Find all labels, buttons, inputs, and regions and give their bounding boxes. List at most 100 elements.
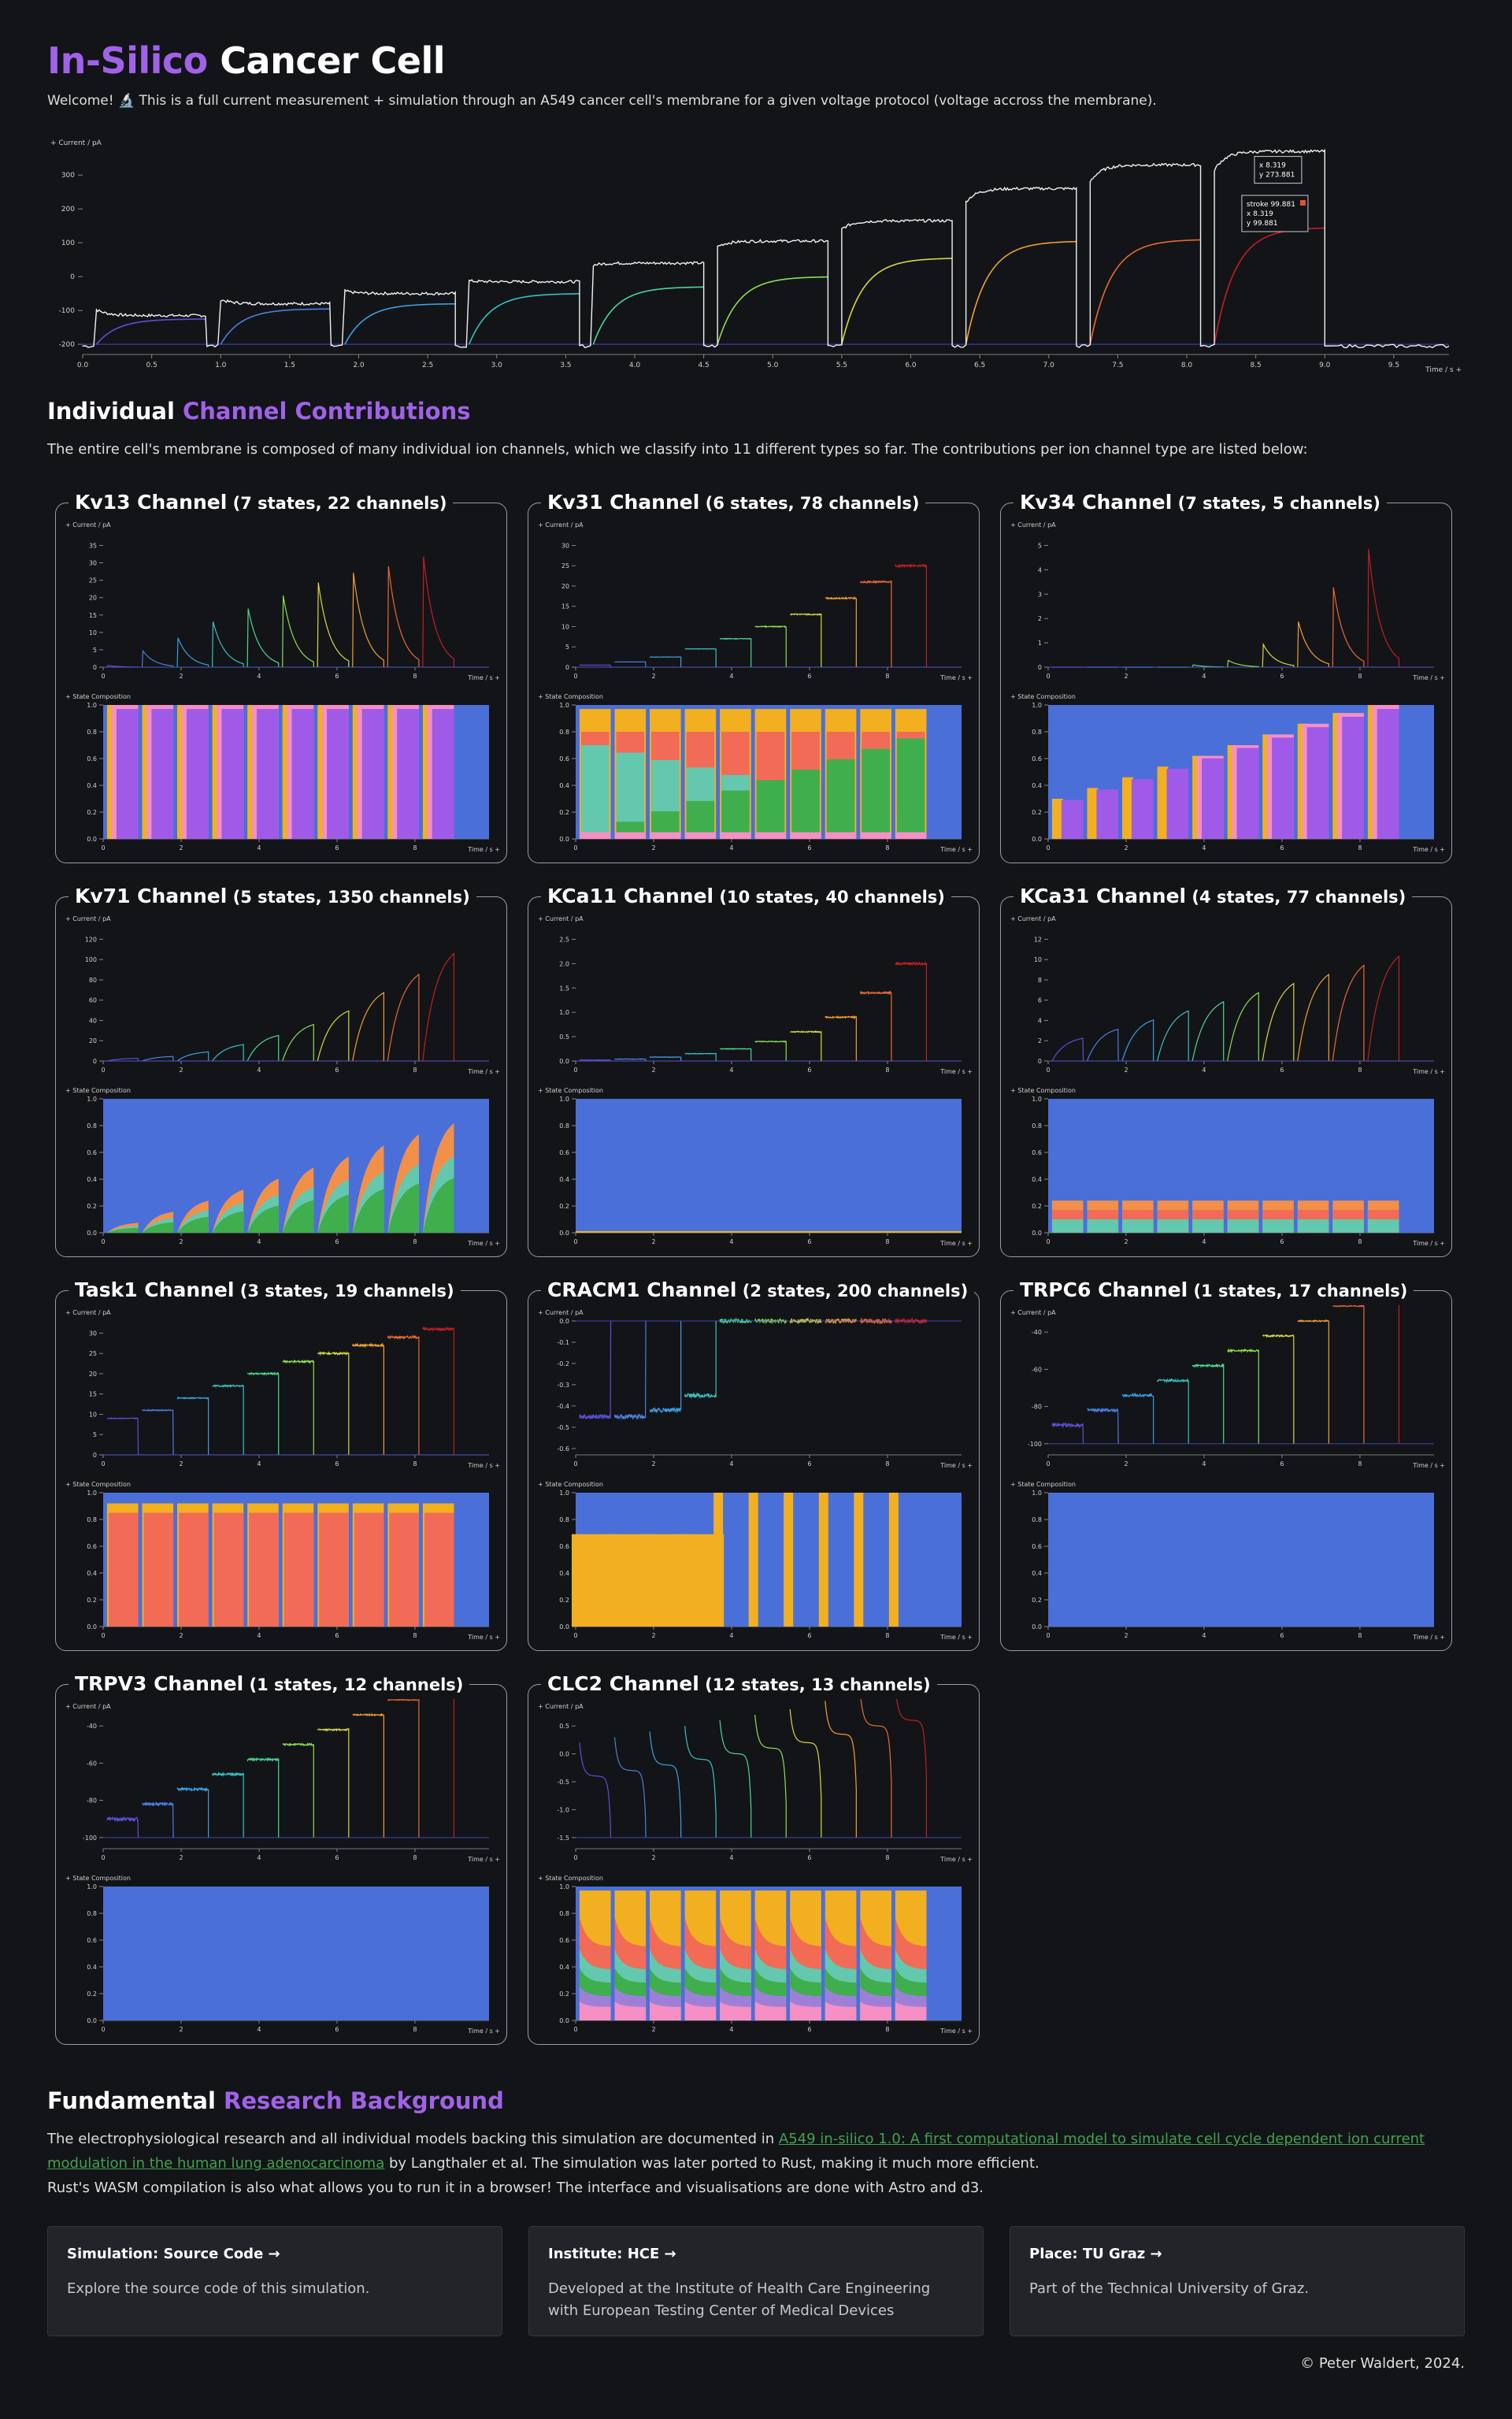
state-area — [784, 1493, 793, 1627]
current-series-line — [1368, 549, 1399, 667]
x-tick-label: 6 — [1280, 1632, 1284, 1639]
current-series-line — [1332, 588, 1364, 667]
state-area — [1048, 1493, 1434, 1627]
x-tick-label: 0 — [101, 1854, 105, 1861]
x-tick-label: 2 — [651, 844, 655, 851]
y-tick-label: 0.8 — [559, 1910, 569, 1917]
channel-state-chart[interactable]: + State Composition Time / s + 0.0 0.2 0.4 0.… — [1004, 689, 1450, 859]
x-tick-label: 8 — [885, 844, 889, 851]
channel-state-chart[interactable]: + State Composition Time / s + 0.0 0.2 0.4 0.… — [59, 1477, 505, 1646]
state-area — [1298, 1219, 1329, 1233]
channel-current-chart[interactable]: + Current / pA Time / s + 0 1 2 3 4 5 0 2 4 6 8 — [1004, 518, 1450, 687]
channel-state-chart[interactable]: + State Composition Time / s + 0.0 0.2 0.4 0.… — [532, 1871, 977, 2040]
place-card[interactable]: Place: TU Graz → Part of the Technical U… — [1010, 2226, 1465, 2336]
channel-current-chart[interactable]: + Current / pA Time / s + 0 20 40 60 80 100 120 0… — [59, 911, 505, 1081]
channel-current-chart[interactable]: + Current / pA Time / s + -100 -80 -60 -40 0 2 4… — [1004, 1305, 1450, 1475]
x-tick-label: 2 — [179, 1632, 183, 1639]
x-tick-label: 4.0 — [629, 362, 641, 369]
state-area — [614, 833, 646, 840]
info-card-desc: Part of the Technical University of Graz… — [1029, 2278, 1445, 2300]
x-tick-label: 2 — [1124, 1238, 1128, 1245]
channel-current-chart[interactable]: + Current / pA Time / s + -0.6 -0.5 -0.4 -0.3… — [532, 1305, 977, 1475]
section-channel-desc: The entire cell's membrane is composed o… — [47, 441, 1308, 458]
channel-current-chart[interactable]: + Current / pA Time / s + -100 -80 -60 -40 0 2 4… — [59, 1699, 505, 1868]
state-area — [1087, 1219, 1118, 1233]
current-series-line — [213, 621, 244, 667]
y-tick-label: 1.0 — [559, 1490, 569, 1497]
channel-state-chart[interactable]: + State Composition Time / s + 0.0 0.2 0.4 0.… — [59, 689, 505, 859]
current-series-line — [825, 1017, 857, 1061]
y-tick-label: 0.0 — [559, 1318, 569, 1325]
y-tick-label: 30 — [561, 542, 569, 549]
y-tick-label: 0.4 — [87, 782, 97, 789]
current-series-line — [177, 638, 209, 667]
source-code-card[interactable]: Simulation: Source Code → Explore the so… — [47, 2226, 502, 2336]
channel-state-chart[interactable]: + State Composition Time / s + 0.0 0.2 0.4 0.… — [532, 1477, 977, 1646]
x-tick-label: 0 — [101, 844, 105, 851]
institute-card[interactable]: Institute: HCE → Developed at the Instit… — [528, 2226, 984, 2336]
x-tick-label: 6.5 — [974, 362, 985, 369]
channel-state-chart[interactable]: + State Composition Time / s + 0.0 0.2 0.4 0.… — [1004, 1083, 1450, 1252]
x-tick-label: 4 — [729, 1632, 733, 1639]
x-tick-label: 0 — [101, 1238, 105, 1245]
channel-current-chart[interactable]: + Current / pA Time / s + 0 5 10 15 20 25 30 0 2 4 6… — [59, 1305, 505, 1475]
x-tick-label: 6 — [335, 1854, 339, 1861]
channel-state-chart[interactable]: + State Composition Time / s + 0.0 0.2 0.4 0.… — [1004, 1477, 1450, 1646]
x-tick-label: 2 — [179, 1238, 183, 1245]
current-series-line — [177, 1397, 209, 1455]
current-series-line — [247, 1758, 279, 1838]
state-area — [1368, 1219, 1399, 1233]
current-series-line — [1298, 621, 1329, 667]
state-area — [292, 709, 314, 839]
y-tick-label: -100 — [59, 307, 76, 315]
y-tick-label: 4 — [1038, 566, 1042, 573]
current-series-line — [650, 1321, 681, 1412]
x-tick-label: 4 — [257, 1067, 261, 1074]
state-area — [685, 833, 717, 840]
main-current-chart[interactable]: + Current / pA Time / s + -200 -100 0 100 200 3… — [47, 134, 1465, 378]
y-tick-label: 0.8 — [559, 1122, 569, 1130]
tooltip-x: x 8.319 — [1247, 210, 1273, 218]
channel-current-chart[interactable]: + Current / pA Time / s + 0 5 10 15 20 25 30 35 0 2… — [59, 518, 505, 687]
state-area — [362, 709, 384, 839]
current-series-line — [720, 1048, 751, 1061]
channel-meta: (6 states, 78 channels) — [699, 494, 919, 513]
x-tick-label: 2.0 — [353, 362, 365, 369]
channel-state-chart[interactable]: + State Composition Time / s + 0.0 0.2 0.4 0.… — [532, 1083, 977, 1252]
x-tick-label: 4 — [257, 1632, 261, 1639]
state-area — [757, 780, 785, 832]
x-tick-label: 2 — [179, 1460, 183, 1467]
y-tick-label: 1.0 — [559, 702, 569, 709]
channel-current-chart[interactable]: + Current / pA Time / s + -1.5 -1.0 -0.5 0.0 0… — [532, 1699, 977, 1868]
y-tick-label: 5 — [93, 1431, 97, 1438]
y-tick-label: 0.2 — [559, 1990, 569, 1998]
x-axis-label: Time / s + — [939, 1856, 973, 1863]
y-tick-label: 0.4 — [559, 1176, 569, 1183]
channel-card: Kv34 Channel (7 states, 5 channels) + Cur… — [1000, 503, 1452, 863]
x-tick-label: 0 — [101, 1632, 105, 1639]
channel-state-chart[interactable]: + State Composition Time / s + 0.0 0.2 0.4 0.… — [59, 1083, 505, 1252]
channel-current-chart[interactable]: + Current / pA Time / s + 0 2 4 6 8 10 12 0 2 4 6 8 — [1004, 911, 1450, 1081]
current-series-line — [1158, 1011, 1189, 1061]
state-area — [889, 1493, 899, 1627]
channel-card: Task1 Channel (3 states, 19 channels) + C… — [55, 1290, 507, 1651]
x-tick-label: 8 — [885, 673, 889, 680]
y-tick-label: -100 — [83, 1835, 97, 1842]
current-series-line — [1298, 974, 1329, 1061]
channel-current-chart[interactable]: + Current / pA Time / s + 0.0 0.5 1.0 1.5 2.0 2… — [532, 911, 977, 1081]
state-area — [791, 770, 820, 832]
current-series-line — [790, 1709, 821, 1838]
state-area — [1166, 769, 1188, 839]
section-channel-title: Individual Channel Contributions — [47, 398, 471, 425]
x-axis-label: Time / s + — [939, 674, 973, 681]
y-tick-label: 0.0 — [1032, 836, 1042, 843]
y-tick-label: 0.0 — [87, 1623, 97, 1631]
x-tick-label: 0 — [573, 1632, 577, 1639]
current-series-line — [1052, 1423, 1084, 1444]
state-area — [1228, 1219, 1259, 1233]
channel-state-chart[interactable]: + State Composition Time / s + 0.0 0.2 0.4 0.… — [532, 689, 977, 859]
y-tick-label: -1.0 — [557, 1806, 569, 1813]
channel-state-chart[interactable]: + State Composition Time / s + 0.0 0.2 0.4 0.… — [59, 1871, 505, 2040]
channel-current-chart[interactable]: + Current / pA Time / s + 0 5 10 15 20 25 30 0 2 4 6… — [532, 518, 977, 687]
y-tick-label: 20 — [561, 583, 569, 590]
